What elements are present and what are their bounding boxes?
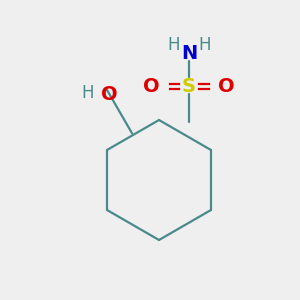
Text: S: S <box>182 76 196 95</box>
Text: N: N <box>181 44 197 62</box>
Text: H: H <box>167 36 180 54</box>
Text: O: O <box>218 76 235 95</box>
Text: H: H <box>198 36 211 54</box>
Text: O: O <box>101 85 118 104</box>
Text: O: O <box>143 76 160 95</box>
Text: H: H <box>82 84 94 102</box>
